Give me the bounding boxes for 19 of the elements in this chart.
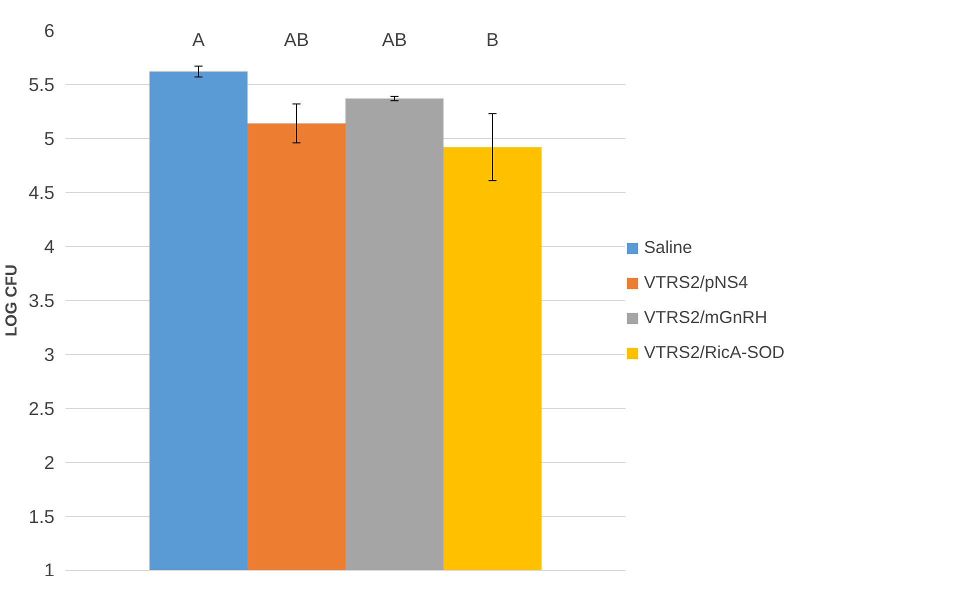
legend-label: VTRS2/pNS4 — [644, 272, 748, 293]
y-tick-label: 5.5 — [28, 74, 55, 95]
annotation: AB — [284, 28, 309, 50]
y-axis-title: LOG CFU — [4, 264, 21, 336]
y-tick-label: 2 — [44, 452, 55, 473]
legend-label: Saline — [644, 237, 692, 258]
y-tick-label: 1.5 — [28, 506, 55, 527]
annotation: B — [486, 28, 499, 50]
y-tick-label: 5 — [44, 128, 55, 149]
legend-label: VTRS2/mGnRH — [644, 307, 768, 328]
annotation: AB — [382, 28, 407, 50]
legend-label: VTRS2/RicA-SOD — [644, 342, 785, 363]
y-tick-label: 4 — [44, 236, 55, 257]
y-tick-label: 3.5 — [28, 290, 55, 311]
y-tick-label: 4.5 — [28, 182, 55, 203]
y-tick-label: 3 — [44, 344, 55, 365]
annotation: A — [192, 28, 206, 50]
y-tick-label: 2.5 — [28, 398, 55, 419]
y-tick-label: 6 — [44, 20, 55, 41]
